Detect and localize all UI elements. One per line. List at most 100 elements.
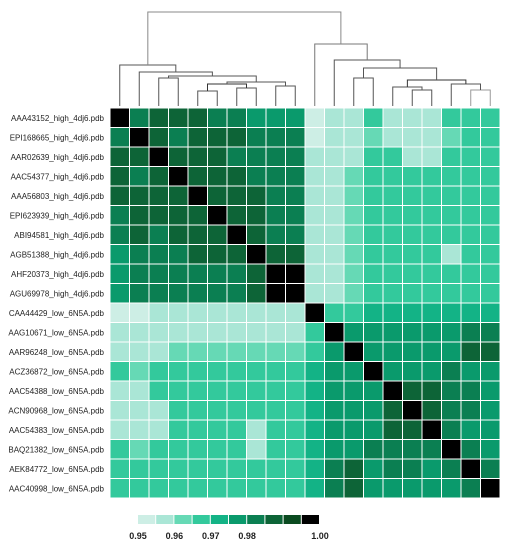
heatmap-cell (129, 400, 150, 421)
heatmap-cell (285, 146, 306, 167)
heatmap-cell (207, 458, 228, 479)
heatmap-cell (207, 224, 228, 245)
heatmap-cell (285, 478, 306, 499)
heatmap-cell (382, 283, 403, 304)
heatmap-cell (382, 419, 403, 440)
heatmap-cell (285, 419, 306, 440)
heatmap-cell (285, 400, 306, 421)
row-label: BAQ21382_low_6N5A.pdb (8, 445, 104, 454)
heatmap-cell (441, 166, 462, 187)
heatmap-cell (402, 166, 423, 187)
heatmap-cell (460, 439, 481, 460)
heatmap-cell (109, 127, 130, 148)
heatmap-cell (382, 244, 403, 265)
heatmap-cell (207, 302, 228, 323)
color-scale-tick-label: 1.00 (311, 531, 329, 541)
heatmap-cell (168, 185, 189, 206)
heatmap-cell (129, 166, 150, 187)
heatmap-cell (187, 341, 208, 362)
heatmap-cell (343, 322, 364, 343)
heatmap-cell (265, 283, 286, 304)
color-scale-swatch (210, 515, 228, 524)
heatmap-cell (363, 322, 384, 343)
color-scale-swatch (156, 515, 174, 524)
heatmap-cell (129, 244, 150, 265)
heatmap-cell (402, 107, 423, 128)
heatmap-cell (363, 166, 384, 187)
heatmap-cell (382, 458, 403, 479)
heatmap-cell (246, 224, 267, 245)
heatmap-cell (265, 322, 286, 343)
heatmap-cell (207, 400, 228, 421)
heatmap-cell (363, 146, 384, 167)
heatmap-cell (226, 283, 247, 304)
heatmap-cell (480, 107, 501, 128)
heatmap-cell (441, 224, 462, 245)
dendrogram-link (275, 85, 296, 106)
heatmap-cell (382, 380, 403, 401)
heatmap-cell (382, 361, 403, 382)
heatmap-cell (382, 166, 403, 187)
heatmap-cell (441, 400, 462, 421)
heatmap-cell (421, 380, 442, 401)
heatmap-cell (421, 419, 442, 440)
heatmap-cell (168, 341, 189, 362)
heatmap-cell (207, 107, 228, 128)
heatmap-cell (421, 205, 442, 226)
dendrogram-link (314, 43, 368, 106)
heatmap-cell (265, 400, 286, 421)
heatmap-cell (109, 107, 130, 128)
heatmap-cell (421, 302, 442, 323)
heatmap-cell (363, 263, 384, 284)
heatmap-cell (187, 478, 208, 499)
heatmap-cell (246, 341, 267, 362)
heatmap-cell (304, 419, 325, 440)
heatmap-cell (129, 322, 150, 343)
heatmap-cell (324, 224, 345, 245)
heatmap-cell (148, 224, 169, 245)
heatmap-cell (285, 380, 306, 401)
heatmap-cell (148, 263, 169, 284)
color-scale-swatch (247, 515, 265, 524)
heatmap-cell (168, 478, 189, 499)
heatmap-cell (246, 322, 267, 343)
heatmap-cell (285, 127, 306, 148)
heatmap-cell (207, 439, 228, 460)
heatmap-cell (187, 283, 208, 304)
heatmap-cell (265, 439, 286, 460)
heatmap-cell (460, 283, 481, 304)
heatmap-cell (304, 361, 325, 382)
heatmap-cell (304, 400, 325, 421)
color-scale-swatch (283, 515, 301, 524)
heatmap-cell (421, 361, 442, 382)
heatmap-cell (246, 478, 267, 499)
heatmap-cell (148, 478, 169, 499)
heatmap-cell (246, 146, 267, 167)
heatmap-cell (148, 400, 169, 421)
heatmap-cell (460, 127, 481, 148)
heatmap-cell (187, 419, 208, 440)
heatmap-cell (363, 458, 384, 479)
color-scale-tick-label: 0.98 (238, 531, 256, 541)
heatmap-cell (168, 419, 189, 440)
color-scale-tick-label: 0.97 (202, 531, 220, 541)
heatmap-cell (265, 205, 286, 226)
heatmap-cell (382, 146, 403, 167)
heatmap-cell (382, 185, 403, 206)
row-label: AAA43152_high_4dj6.pdb (11, 114, 105, 123)
heatmap-cell (226, 224, 247, 245)
heatmap-cell (148, 439, 169, 460)
heatmap-cell (168, 263, 189, 284)
heatmap-cell (109, 224, 130, 245)
heatmap-cell (148, 458, 169, 479)
heatmap-cell (168, 283, 189, 304)
heatmap-cell (207, 322, 228, 343)
heatmap-cell (343, 263, 364, 284)
heatmap-cell (129, 361, 150, 382)
heatmap-cell (441, 107, 462, 128)
heatmap-cell (363, 400, 384, 421)
heatmap-cell (207, 361, 228, 382)
heatmap-cell (441, 146, 462, 167)
heatmap-cell (265, 224, 286, 245)
